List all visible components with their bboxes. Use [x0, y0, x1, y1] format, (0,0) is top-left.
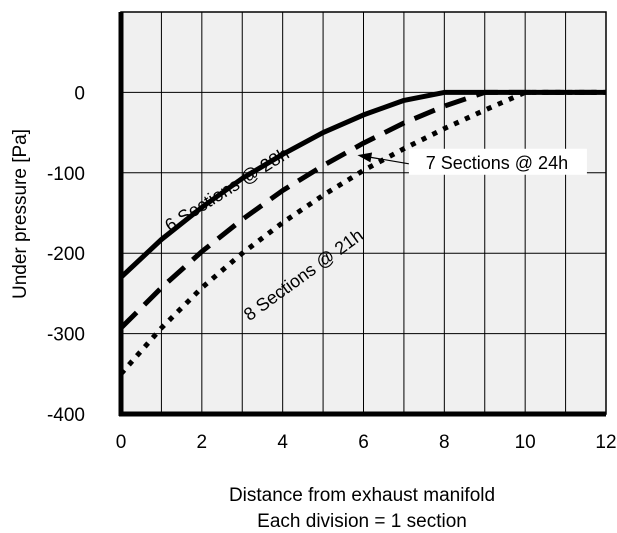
series-group [119, 89, 606, 376]
annotation-arrowhead [357, 152, 373, 163]
x-axis: 0 2 4 6 8 10 12 [116, 432, 617, 453]
y-tick-label: -400 [47, 405, 85, 426]
x-axis-title: Distance from exhaust manifold [229, 485, 495, 506]
x-tick-label: 2 [197, 432, 208, 453]
series-line-3 [119, 89, 606, 376]
x-tick-label: 12 [595, 432, 616, 453]
y-tick-label: -100 [47, 164, 85, 185]
x-axis-subtitle: Each division = 1 section [257, 511, 467, 532]
annotation-label-bg [408, 148, 587, 175]
x-tick-label: 4 [277, 432, 288, 453]
annotation-arrow-line [369, 156, 410, 165]
series-line-1 [119, 89, 606, 280]
annotation-label-series-2: 7 Sections @ 24h [426, 153, 568, 173]
y-tick-label: 0 [74, 83, 85, 104]
x-tick-label: 0 [116, 432, 127, 453]
x-tick-label: 6 [358, 432, 369, 453]
x-tick-label: 8 [439, 432, 450, 453]
y-axis: 0 -100 -200 -300 -400 [47, 83, 85, 426]
y-tick-label: -200 [47, 244, 85, 265]
series-line-2 [119, 89, 606, 330]
y-tick-label: -300 [47, 325, 85, 346]
plot-frame [118, 11, 607, 417]
x-tick-label: 10 [515, 432, 536, 453]
y-axis-title: Under pressure [Pa] [10, 129, 31, 299]
